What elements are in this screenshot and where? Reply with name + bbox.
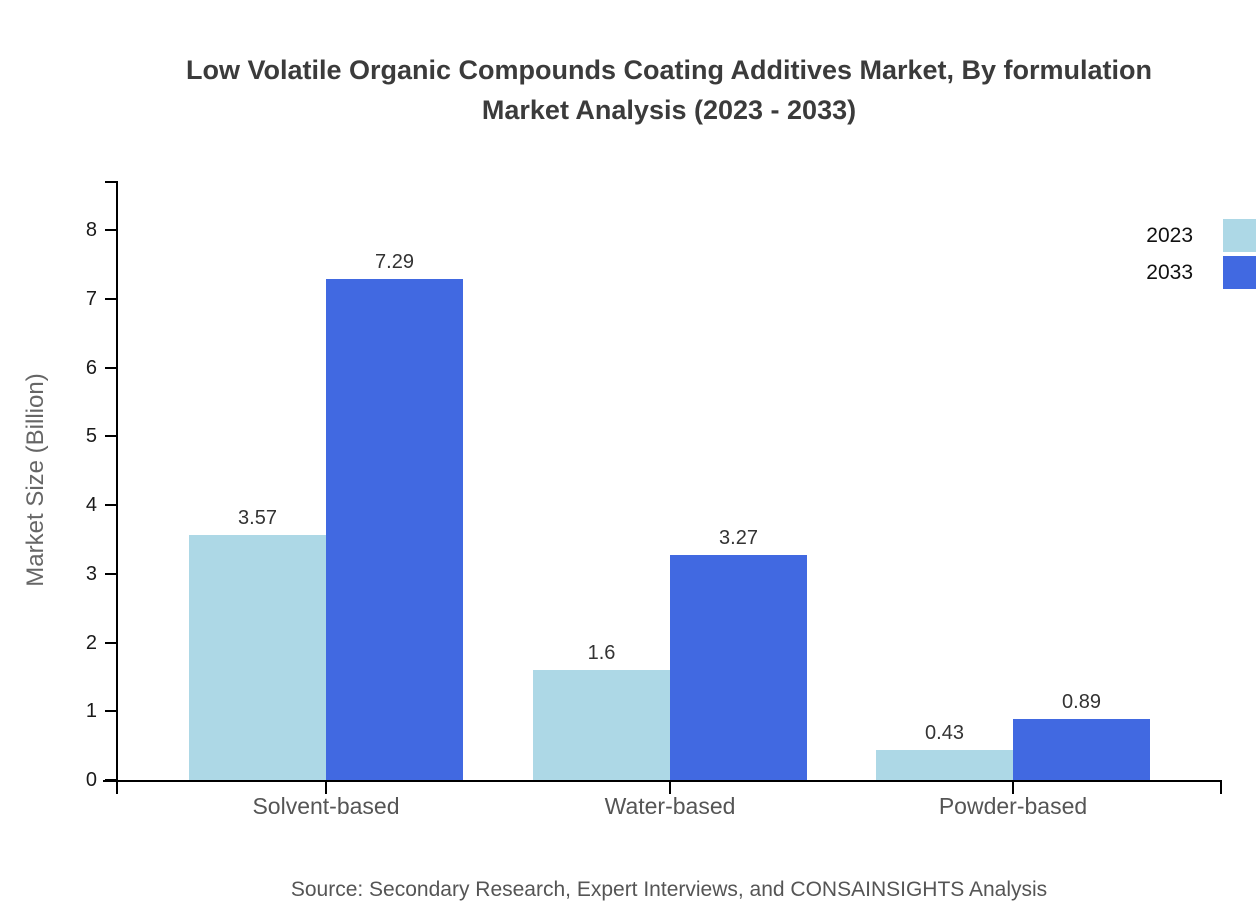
y-tick-label: 2: [85, 631, 97, 654]
y-tick-mark: [105, 435, 117, 438]
bar-2023-powder-based: [876, 750, 1013, 780]
x-axis-end-cap: [1220, 780, 1222, 794]
chart-title: Low Volatile Organic Compounds Coating A…: [0, 50, 1260, 130]
y-tick-label: 4: [85, 494, 97, 516]
legend-row-2023: 2023: [1146, 219, 1260, 252]
bar-value-label: 1.6: [587, 642, 616, 664]
y-tick-mark: [105, 572, 117, 575]
y-tick-mark: [105, 366, 117, 369]
legend-label: 2023: [1146, 223, 1193, 247]
legend-row-2033: 2033: [1146, 256, 1260, 289]
y-tick-mark: [105, 504, 117, 506]
y-tick-label: 8: [85, 219, 97, 241]
x-tick-mark: [669, 781, 671, 794]
bar-value-label: 3.27: [719, 527, 758, 549]
x-tick-mark: [325, 781, 327, 794]
y-axis-label: Market Size (Billion): [22, 373, 49, 587]
y-tick-label: 0: [85, 769, 97, 791]
chart-title-line1: Low Volatile Organic Compounds Coating A…: [185, 55, 1153, 85]
y-tick-mark: [105, 297, 117, 300]
bar-value-label: 0.43: [925, 722, 964, 744]
x-tick-mark: [1012, 781, 1014, 794]
y-tick-label: 3: [85, 562, 97, 585]
y-tick-mark: [105, 641, 117, 644]
source-note: Source: Secondary Research, Expert Inter…: [290, 878, 1048, 901]
x-axis-spine: [103, 780, 1222, 782]
y-tick-label: 6: [85, 356, 97, 379]
y-tick-mark: [105, 779, 117, 781]
y-axis-spine: [116, 181, 118, 794]
legend-label: 2033: [1146, 260, 1193, 284]
chart-title-line2: Market Analysis (2023 - 2033): [481, 95, 857, 125]
y-axis-top-cap: [105, 181, 118, 183]
bar-2023-water-based: [533, 670, 670, 780]
bar-value-label: 3.57: [238, 507, 277, 529]
legend: 2023 2033: [1146, 219, 1260, 293]
y-tick-mark: [105, 710, 117, 713]
bar-2033-powder-based: [1013, 719, 1150, 780]
bar-2033-water-based: [670, 555, 807, 780]
category-label: Water-based: [604, 793, 736, 819]
bar-value-label: 0.89: [1062, 691, 1101, 713]
legend-swatch: [1223, 219, 1256, 252]
category-label: Solvent-based: [252, 793, 400, 819]
y-tick-label: 7: [85, 287, 97, 310]
bar-value-label: 7.29: [375, 251, 414, 273]
bar-2033-solvent-based: [326, 279, 463, 780]
bar-2023-solvent-based: [189, 535, 326, 780]
y-tick-label: 5: [85, 425, 97, 448]
category-label: Powder-based: [938, 793, 1088, 819]
y-tick-label: 1: [85, 700, 97, 723]
legend-swatch: [1223, 256, 1256, 289]
y-tick-mark: [105, 229, 117, 231]
